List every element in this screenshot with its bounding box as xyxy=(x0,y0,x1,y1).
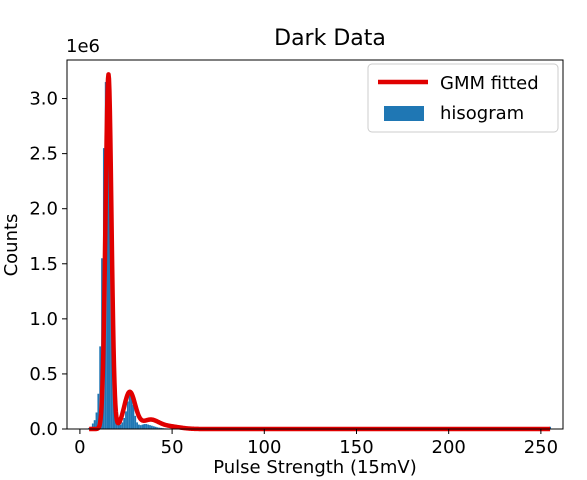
histogram-bar xyxy=(130,393,133,429)
y-axis-label: Counts xyxy=(1,214,22,277)
y-offset-label: 1e6 xyxy=(66,36,100,57)
histogram-bar xyxy=(117,424,120,429)
histogram-bar xyxy=(128,392,131,429)
histogram-bar xyxy=(143,424,146,429)
histogram-bar xyxy=(95,412,98,429)
y-tick-label: 1.5 xyxy=(29,254,58,275)
histogram-bar xyxy=(150,425,153,429)
histogram-bar xyxy=(139,425,142,429)
histogram-bar xyxy=(149,425,151,429)
histogram-bar xyxy=(126,401,129,429)
y-tick-label: 0.0 xyxy=(29,419,58,440)
histogram-bar xyxy=(156,427,159,429)
axes-frame xyxy=(66,59,564,430)
chart-title: Dark Data xyxy=(274,26,386,51)
y-axis: 0.0 0.5 1.0 1.5 2.0 2.5 3.0 xyxy=(29,89,67,440)
y-tick-label: 3.0 xyxy=(29,89,58,110)
histogram-bar xyxy=(108,76,111,429)
x-axis: 0 50 100 150 200 250 xyxy=(74,429,558,458)
x-tick-label: 100 xyxy=(247,437,281,458)
histogram-bar xyxy=(121,422,124,429)
histogram-bar xyxy=(134,415,137,429)
y-tick-label: 2.0 xyxy=(29,199,58,220)
histogram-bar xyxy=(158,427,161,429)
legend: GMM fitted hisogram xyxy=(367,63,559,133)
x-tick-label: 0 xyxy=(74,437,85,458)
histogram-bar xyxy=(119,424,122,429)
x-tick-label: 200 xyxy=(432,437,466,458)
histogram-bar xyxy=(549,426,552,429)
histogram-bar xyxy=(152,426,155,429)
x-tick-label: 50 xyxy=(161,437,184,458)
y-tick-label: 2.5 xyxy=(29,144,58,165)
histogram-bar xyxy=(145,424,148,429)
histogram-bar xyxy=(97,393,100,429)
x-axis-label: Pulse Strength (15mV) xyxy=(213,457,417,478)
histogram-bar xyxy=(88,427,91,429)
histogram-bar xyxy=(91,423,94,429)
histogram-bar xyxy=(147,424,150,429)
y-tick-label: 0.5 xyxy=(29,364,58,385)
histogram-bar xyxy=(132,404,135,429)
x-tick-label: 150 xyxy=(339,437,373,458)
histogram-bar xyxy=(106,74,109,430)
histogram-bar xyxy=(125,411,127,429)
legend-swatch-histogram xyxy=(384,106,424,121)
histogram-bar xyxy=(93,420,96,429)
histogram-bar xyxy=(154,426,157,429)
histogram-bar xyxy=(123,417,126,429)
histogram-bar xyxy=(160,427,162,429)
histogram-bar xyxy=(137,424,140,429)
legend-label-histogram: hisogram xyxy=(440,103,524,124)
legend-label-gmm: GMM fitted xyxy=(440,73,539,94)
histogram-bar xyxy=(141,424,144,429)
x-tick-label: 250 xyxy=(524,437,558,458)
histogram-bar xyxy=(136,422,138,429)
y-tick-label: 1.0 xyxy=(29,309,58,330)
